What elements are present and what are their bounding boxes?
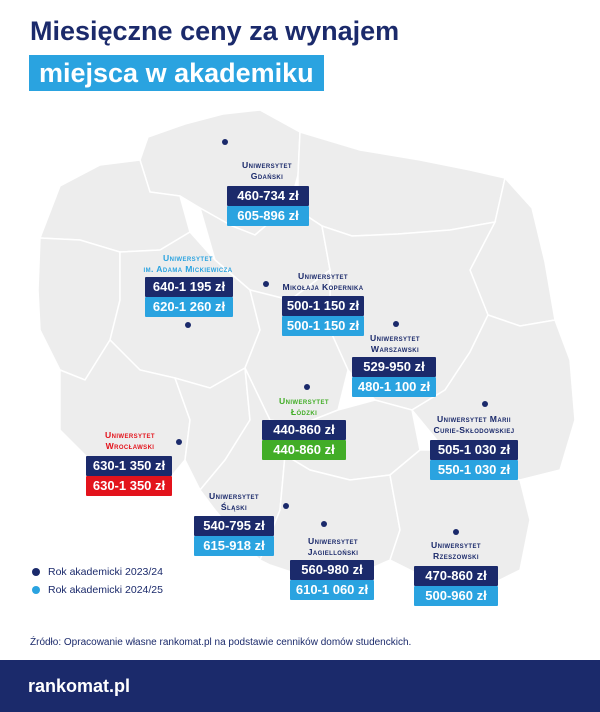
price-2024-poznan: 620-1 260 zł [145,297,233,317]
university-label-rzeszow: Uniwersytet Rzeszowski [431,540,481,562]
university-name-line: Uniwersytet [163,253,213,263]
university-label-wroclaw: Uniwersytet Wrocławski [105,430,155,452]
university-label-krakow: Uniwersytet Jagielloński [308,536,359,558]
location-marker-torun [263,281,269,287]
legend-dot-2023 [32,568,40,576]
price-2023-torun: 500-1 150 zł [282,296,364,316]
location-marker-wroclaw [176,439,182,445]
location-marker-katowice [283,503,289,509]
university-label-katowice: Uniwersytet Śląski [209,491,259,513]
price-2023-lodz: 440-860 zł [262,420,346,440]
university-name-line: Uniwersytet [279,396,329,406]
price-2024-krakow: 610-1 060 zł [290,580,374,600]
price-2024-gdansk: 605-896 zł [227,206,309,226]
price-2023-poznan: 640-1 195 zł [145,277,233,297]
university-name-line: Uniwersytet [370,333,420,343]
location-marker-warszawa [393,321,399,327]
university-name-line: Uniwersytet [298,271,348,281]
price-2024-lodz: 440-860 zł [262,440,346,460]
brand-logo: rankomat.pl [28,676,131,696]
university-label-lublin: Uniwersytet Marii Curie-Skłodowskiej [433,414,514,436]
university-label-gdansk: Uniwersytet Gdański [242,160,292,182]
title-line-1: Miesięczne ceny za wynajem [30,16,400,46]
university-name-line: Śląski [220,502,248,512]
price-2024-lublin: 550-1 030 zł [430,460,518,480]
university-name-line: Uniwersytet [242,160,292,170]
university-name-line: Wrocławski [105,441,155,451]
price-2023-lublin: 505-1 030 zł [430,440,518,460]
university-name-line: Rzeszowski [433,551,479,561]
university-name-line: Warszawski [370,344,420,354]
price-2024-warszawa: 480-1 100 zł [352,377,436,397]
price-2023-krakow: 560-980 zł [290,560,374,580]
location-marker-gdansk [222,139,228,145]
university-name-line: Uniwersytet [209,491,259,501]
map-region-warminsko-mazurskie [297,131,506,237]
location-marker-krakow [321,521,327,527]
location-marker-lodz [304,384,310,390]
university-name-line: Curie-Skłodowskiej [433,425,515,435]
price-2024-rzeszow: 500-960 zł [414,586,498,606]
price-2023-katowice: 540-795 zł [194,516,274,536]
university-label-lodz: Uniwersytet Łódzki [279,396,329,418]
university-name-line: im. Adama Mickiewicza [143,264,233,274]
university-label-warszawa: Uniwersytet Warszawski [370,333,420,355]
price-2024-torun: 500-1 150 zł [282,316,364,336]
university-name-line: Mikołaja Kopernika [282,282,364,292]
university-name-line: Łódzki [290,407,318,417]
title-line-2: miejsca w akademiku [29,55,324,91]
location-marker-poznan [185,322,191,328]
source-note: Źródło: Opracowanie własne rankomat.pl n… [30,637,412,648]
price-2024-wroclaw: 630-1 350 zł [86,476,172,496]
university-label-torun: Uniwersytet Mikołaja Kopernika [283,271,364,293]
university-name-line: Jagielloński [307,547,359,557]
legend-label-2023: Rok akademicki 2023/24 [48,566,163,578]
location-marker-rzeszow [453,529,459,535]
price-2024-katowice: 615-918 zł [194,536,274,556]
footer-bar: rankomat.pl [0,660,600,712]
legend-dot-2024 [32,586,40,594]
location-marker-lublin [482,401,488,407]
price-2023-gdansk: 460-734 zł [227,186,309,206]
university-label-poznan: Uniwersytet im. Adama Mickiewicza [144,253,233,275]
legend-label-2024: Rok akademicki 2024/25 [48,584,163,596]
university-name-line: Uniwersytet [308,536,358,546]
price-2023-wroclaw: 630-1 350 zł [86,456,172,476]
university-name-line: Uniwersytet [105,430,155,440]
university-name-line: Uniwersytet [431,540,481,550]
university-name-line: Uniwersytet Marii [437,414,511,424]
university-name-line: Gdański [250,171,284,181]
price-2023-rzeszow: 470-860 zł [414,566,498,586]
price-2023-warszawa: 529-950 zł [352,357,436,377]
